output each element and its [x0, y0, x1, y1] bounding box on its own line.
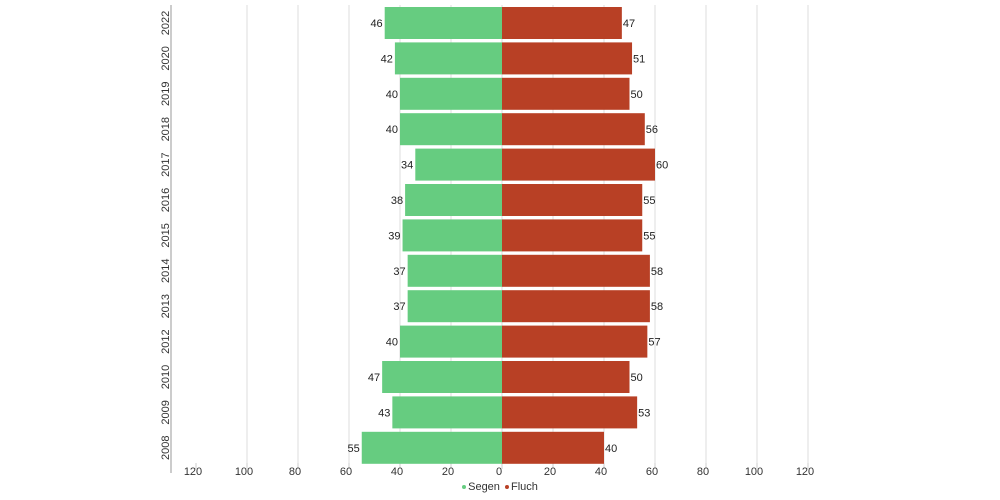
bar-fluch [502, 113, 645, 146]
data-label-segen: 55 [348, 443, 360, 455]
bar-segen [407, 254, 502, 287]
data-label-fluch: 40 [605, 443, 617, 455]
data-label-segen: 38 [391, 195, 403, 207]
data-label-segen: 46 [370, 18, 382, 30]
x-tick-label: 80 [697, 466, 709, 478]
x-tick-label: 100 [235, 466, 253, 478]
x-tick-label: 40 [391, 466, 403, 478]
data-label-segen: 40 [386, 337, 398, 349]
legend: Segen Fluch [0, 480, 1000, 493]
bar-fluch [502, 148, 655, 181]
data-label-segen: 34 [401, 160, 413, 172]
data-label-fluch: 51 [633, 53, 645, 65]
legend-label-segen: Segen [468, 481, 500, 493]
data-label-fluch: 50 [631, 372, 643, 384]
bar-segen [405, 184, 502, 216]
data-label-fluch: 60 [656, 160, 668, 172]
legend-marker-segen [462, 485, 467, 489]
category-label: 2018 [160, 117, 172, 141]
category-label: 2013 [160, 294, 172, 318]
data-label-segen: 47 [368, 372, 380, 384]
bar-fluch [502, 219, 643, 252]
x-tick-label: 60 [646, 466, 658, 478]
category-label: 2010 [160, 365, 172, 389]
bar-segen [394, 42, 502, 75]
category-label: 2015 [160, 223, 172, 247]
category-label: 2008 [160, 436, 172, 460]
category-label: 2019 [160, 82, 172, 106]
data-label-fluch: 57 [648, 337, 660, 349]
bar-segen [361, 431, 502, 464]
data-label-fluch: 47 [623, 18, 635, 30]
bar-fluch [502, 325, 648, 358]
category-label: 2014 [160, 259, 172, 283]
data-label-segen: 37 [393, 301, 405, 313]
x-tick-label: 120 [796, 466, 814, 478]
bar-segen [382, 361, 502, 393]
category-label: 2022 [160, 11, 172, 35]
data-label-segen: 40 [386, 124, 398, 136]
bar-fluch [502, 42, 633, 75]
bar-segen [402, 219, 502, 252]
legend-item-fluch[interactable]: Fluch [504, 481, 538, 493]
data-label-segen: 40 [386, 89, 398, 101]
bar-segen [400, 325, 502, 358]
x-tick-label: 120 [184, 466, 202, 478]
category-label: 2016 [160, 188, 172, 212]
bar-fluch [502, 290, 650, 323]
data-label-fluch: 50 [631, 89, 643, 101]
bar-segen [415, 148, 502, 181]
data-label-segen: 42 [381, 53, 393, 65]
legend-item-segen[interactable]: Segen [462, 481, 500, 493]
bar-segen [392, 396, 502, 429]
x-tick-label: 0 [496, 466, 502, 478]
data-label-fluch: 53 [638, 407, 650, 419]
x-tick-label: 80 [289, 466, 301, 478]
legend-marker-fluch [504, 485, 509, 489]
x-tick-label: 20 [544, 466, 556, 478]
bar-segen [407, 290, 502, 323]
bar-fluch [502, 361, 630, 393]
data-label-fluch: 58 [651, 301, 663, 313]
legend-label-fluch: Fluch [510, 481, 538, 493]
bar-fluch [502, 184, 643, 216]
x-tick-label: 100 [745, 466, 763, 478]
data-label-fluch: 55 [643, 195, 655, 207]
data-label-fluch: 58 [651, 266, 663, 278]
data-label-fluch: 55 [643, 230, 655, 242]
data-label-segen: 39 [388, 230, 400, 242]
category-label: 2009 [160, 400, 172, 424]
bar-fluch [502, 431, 604, 464]
x-tick-label: 60 [340, 466, 352, 478]
bar-fluch [502, 254, 650, 287]
bar-fluch [502, 77, 630, 110]
category-label: 2012 [160, 329, 172, 353]
bar-segen [400, 113, 502, 146]
bar-segen [384, 7, 502, 39]
bar-segen [400, 77, 502, 110]
category-label: 2020 [160, 46, 172, 70]
x-tick-label: 20 [442, 466, 454, 478]
category-label: 2017 [160, 152, 172, 176]
bar-fluch [502, 7, 622, 39]
data-label-fluch: 56 [646, 124, 658, 136]
x-tick-label: 40 [595, 466, 607, 478]
data-label-segen: 37 [393, 266, 405, 278]
bar-fluch [502, 396, 638, 429]
data-label-segen: 43 [378, 407, 390, 419]
